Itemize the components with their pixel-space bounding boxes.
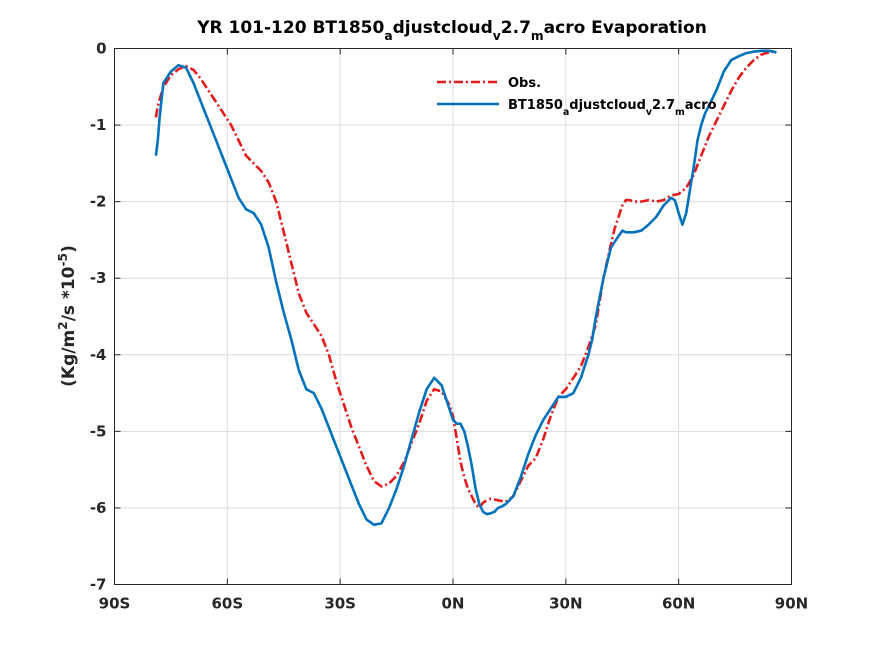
text-part: acro	[685, 98, 717, 113]
y-tick-label: -1	[90, 116, 107, 134]
series-line-0	[154, 50, 777, 510]
y-tick-label: -4	[90, 346, 107, 364]
x-tick-label: 60N	[662, 595, 695, 613]
text-part: )	[59, 245, 79, 253]
text-part: m	[531, 29, 544, 43]
text-part: a	[384, 29, 392, 43]
x-tick-label: 90S	[99, 595, 131, 613]
chart-title: YR 101-120 BT1850adjustcloudv2.7macro Ev…	[196, 18, 707, 43]
x-tick-label: 90N	[775, 595, 808, 613]
text-part: 2.7	[501, 18, 531, 38]
text-part: 2	[56, 321, 70, 330]
x-tick-label: 60S	[211, 595, 243, 613]
text-part: v	[493, 29, 501, 43]
axis-ticks	[114, 48, 792, 585]
text-part: 2.7	[652, 98, 675, 113]
legend: Obs. BT1850adjustcloudv2.7macro	[437, 76, 717, 118]
text-part: -5	[56, 253, 70, 267]
text-part: a	[563, 107, 569, 118]
text-part: m	[675, 107, 685, 118]
y-tick-label: -2	[90, 193, 107, 211]
text-part: djustcloud	[393, 18, 493, 38]
text-part: YR 101-120 BT1850	[196, 18, 384, 38]
text-part: /s *10	[59, 266, 79, 321]
legend-label-1: BT1850adjustcloudv2.7macro	[508, 98, 717, 118]
legend-label-0: Obs.	[508, 76, 541, 91]
x-tick-label: 30S	[324, 595, 356, 613]
y-tick-label: -7	[90, 576, 107, 594]
y-tick-label: -5	[90, 422, 107, 440]
y-axis-tick-labels: 0 -1 -2 -3 -4 -5 -6 -7	[90, 40, 107, 594]
y-tick-label: -3	[90, 269, 107, 287]
x-tick-label: 0N	[442, 595, 465, 613]
text-part: BT1850	[508, 98, 563, 113]
y-tick-label: 0	[96, 40, 106, 58]
text-part: Obs.	[508, 76, 541, 91]
text-part: (Kg/m	[59, 330, 79, 387]
text-part: v	[646, 107, 652, 118]
plot-series	[154, 49, 777, 527]
series-line-1	[154, 49, 777, 527]
x-axis-tick-labels: 90S 60S 30S 0N 30N 60N 90N	[99, 595, 809, 613]
text-part: acro Evaporation	[544, 18, 707, 38]
y-axis-label: (Kg/m2/s *10-5)	[56, 245, 79, 387]
x-tick-label: 30N	[549, 595, 582, 613]
y-tick-label: -6	[90, 499, 107, 517]
text-part: djustcloud	[569, 98, 646, 113]
grid	[114, 48, 792, 585]
